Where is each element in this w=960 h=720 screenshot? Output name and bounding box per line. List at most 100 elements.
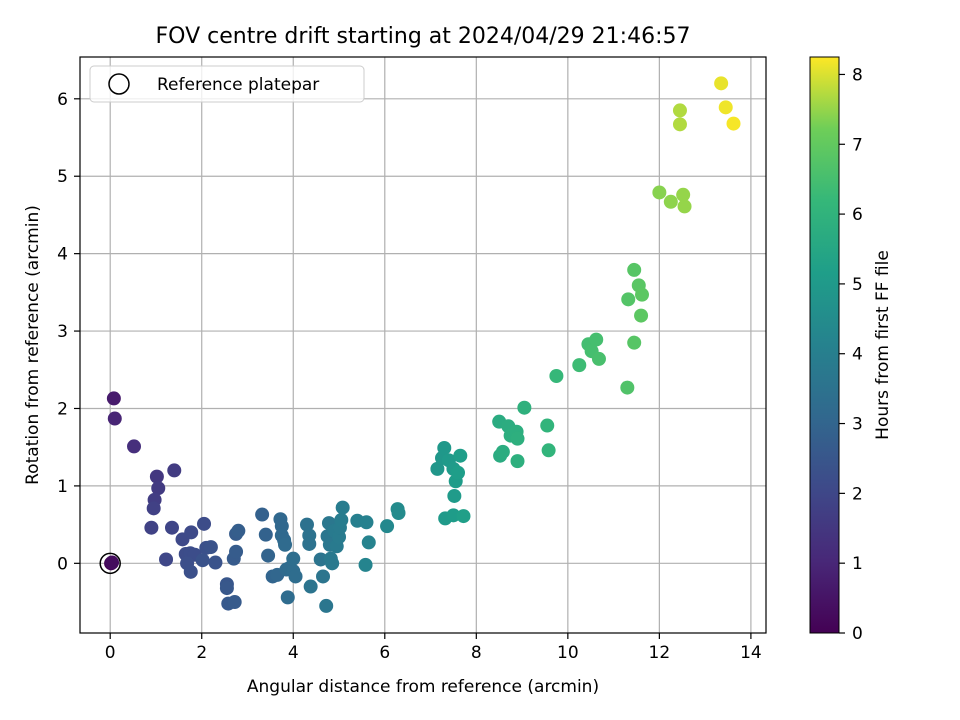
y-axis-ticks: 0 1 2 3 4 5 6: [57, 90, 80, 574]
data-point: [634, 287, 649, 302]
data-point: [652, 185, 667, 200]
grid-lines: [80, 57, 766, 633]
data-point: [677, 199, 692, 214]
data-point: [589, 332, 604, 347]
data-point: [540, 418, 555, 433]
x-axis-ticks: 0 2 4 6 8 10 12 14: [105, 633, 762, 663]
data-point: [718, 100, 733, 115]
x-tick-label: 0: [105, 643, 116, 663]
y-tick-label: 2: [57, 399, 68, 419]
data-point: [144, 520, 159, 535]
data-point: [107, 411, 122, 426]
data-point: [391, 506, 406, 520]
chart-title: FOV centre drift starting at 2024/04/29 …: [156, 24, 691, 49]
data-point: [106, 391, 121, 406]
data-point: [219, 581, 234, 596]
colorbar-label: Hours from first FF file: [873, 250, 893, 440]
y-tick-label: 1: [57, 477, 68, 497]
data-point: [549, 368, 564, 383]
data-point: [325, 556, 340, 571]
data-point: [183, 564, 198, 579]
x-tick-label: 6: [379, 643, 390, 663]
colorbar-gradient: [809, 56, 840, 634]
data-point: [313, 552, 328, 567]
x-tick-label: 8: [471, 643, 482, 663]
data-point: [591, 351, 606, 366]
data-point: [510, 431, 525, 446]
y-tick-label: 3: [57, 322, 68, 342]
data-point: [278, 537, 293, 552]
x-tick-label: 10: [557, 643, 579, 663]
data-point: [229, 544, 244, 559]
reference-point: [99, 552, 121, 575]
data-point: [105, 555, 120, 570]
data-point: [146, 501, 161, 516]
x-tick-label: 4: [288, 643, 299, 663]
data-point: [627, 262, 642, 277]
colorbar-tick-label: 3: [852, 415, 863, 435]
y-tick-label: 5: [57, 167, 68, 187]
data-point: [288, 569, 303, 584]
data-point: [303, 579, 318, 594]
colorbar-tick-label: 5: [852, 275, 863, 295]
data-point: [672, 117, 687, 132]
colorbar-tick-label: 6: [852, 205, 863, 225]
data-point: [359, 515, 374, 530]
data-point: [319, 598, 334, 613]
x-tick-label: 14: [740, 643, 762, 663]
legend-box: [89, 65, 365, 103]
colorbar-tick-label: 0: [852, 624, 863, 644]
data-point: [620, 380, 635, 395]
data-point: [149, 469, 164, 484]
data-point: [672, 103, 687, 118]
data-point: [361, 535, 376, 550]
data-point: [621, 292, 636, 307]
legend-reference-marker: [108, 73, 130, 95]
data-point: [437, 440, 452, 455]
data-point: [451, 465, 466, 480]
data-point: [255, 507, 270, 522]
data-point: [510, 454, 525, 469]
data-point: [258, 527, 273, 542]
data-point: [517, 400, 532, 415]
data-point: [634, 308, 649, 323]
data-point: [203, 540, 218, 555]
colorbar: 0 1 2 3 4 5 6 7 8 Hours from first FF file: [809, 56, 893, 644]
data-point: [164, 520, 179, 535]
reference-platepar-marker: [99, 552, 121, 575]
data-point: [299, 517, 314, 532]
x-tick-label: 2: [196, 643, 207, 663]
colorbar-tick-label: 7: [852, 135, 863, 155]
data-point: [286, 551, 301, 566]
y-axis-label: Rotation from reference (arcmin): [23, 205, 43, 485]
data-point: [430, 461, 445, 476]
data-point: [456, 509, 471, 524]
colorbar-tick-label: 4: [852, 345, 863, 365]
colorbar-tick-label: 8: [852, 65, 863, 85]
data-point: [335, 500, 350, 515]
data-point: [495, 444, 510, 459]
legend-entry-reference-platepar: Reference platepar: [157, 75, 319, 95]
colorbar-tick-label: 2: [852, 484, 863, 504]
data-point: [453, 448, 468, 463]
data-point: [380, 519, 395, 534]
y-tick-label: 0: [57, 554, 68, 574]
data-point: [334, 512, 349, 527]
data-point: [184, 525, 199, 540]
data-point: [127, 439, 142, 454]
data-point: [446, 508, 461, 523]
y-tick-label: 4: [57, 245, 68, 265]
data-points: [104, 76, 741, 613]
x-tick-label: 12: [649, 643, 671, 663]
data-point: [261, 548, 276, 563]
data-point: [663, 194, 678, 209]
data-point: [676, 187, 691, 202]
data-point: [280, 590, 295, 605]
data-point: [447, 488, 462, 503]
data-point: [714, 76, 729, 91]
y-tick-label: 6: [57, 90, 68, 110]
legend: Reference platepar: [89, 65, 365, 103]
data-point: [208, 555, 223, 570]
data-point: [358, 557, 373, 572]
